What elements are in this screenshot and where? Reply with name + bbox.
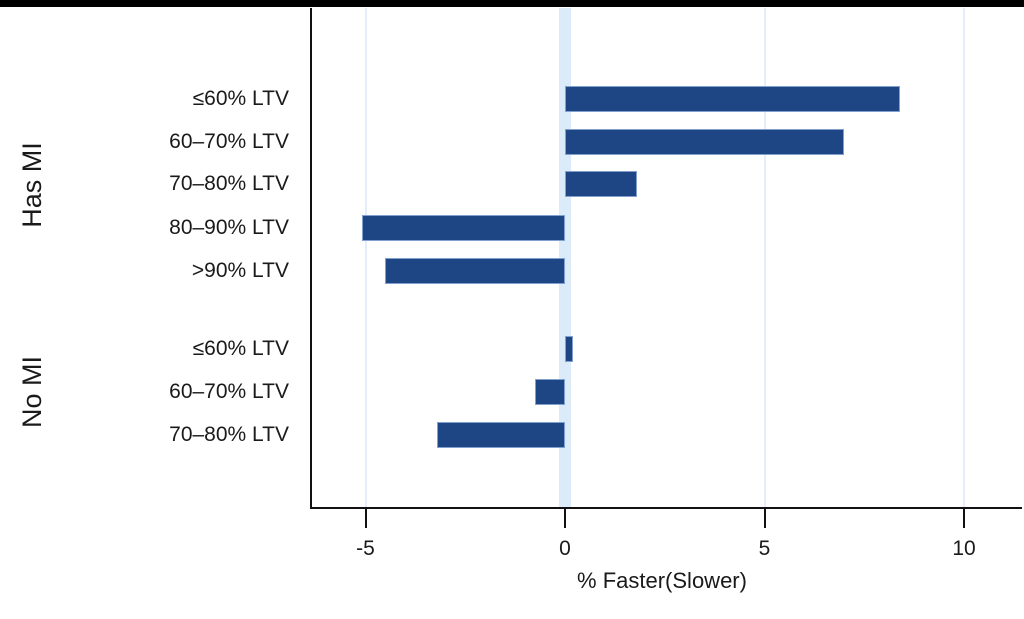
bar — [437, 422, 565, 448]
x-tick — [564, 509, 566, 528]
group-label: No MI — [17, 356, 47, 429]
bar — [535, 379, 565, 405]
x-axis-line — [310, 507, 1022, 509]
bar — [385, 258, 565, 284]
gridline — [364, 8, 367, 507]
category-label: ≤60% LTV — [192, 337, 289, 360]
x-tick — [963, 509, 965, 528]
y-axis-line — [310, 8, 312, 509]
category-label: 60–70% LTV — [169, 380, 289, 403]
x-tick — [763, 509, 766, 528]
category-label: ≤60% LTV — [192, 87, 289, 110]
top-border-bar — [0, 0, 1024, 7]
bar — [361, 215, 565, 241]
bar — [565, 86, 901, 112]
category-label: 80–90% LTV — [169, 216, 289, 239]
category-label: 60–70% LTV — [169, 130, 289, 153]
x-tick — [364, 509, 367, 528]
x-tick-label: -5 — [356, 537, 375, 560]
x-tick-label: 5 — [758, 537, 771, 560]
x-axis-title: % Faster(Slower) — [577, 568, 747, 593]
category-label: 70–80% LTV — [169, 423, 289, 446]
group-label: Has MI — [17, 142, 47, 228]
x-tick-label: 10 — [952, 537, 976, 560]
category-label: 70–80% LTV — [169, 172, 289, 195]
gridline — [763, 8, 766, 507]
bar — [565, 129, 845, 155]
gridline — [963, 8, 965, 507]
category-label: >90% LTV — [191, 259, 289, 282]
bar — [565, 336, 573, 362]
bar — [565, 171, 637, 197]
x-tick-label: 0 — [559, 537, 571, 560]
